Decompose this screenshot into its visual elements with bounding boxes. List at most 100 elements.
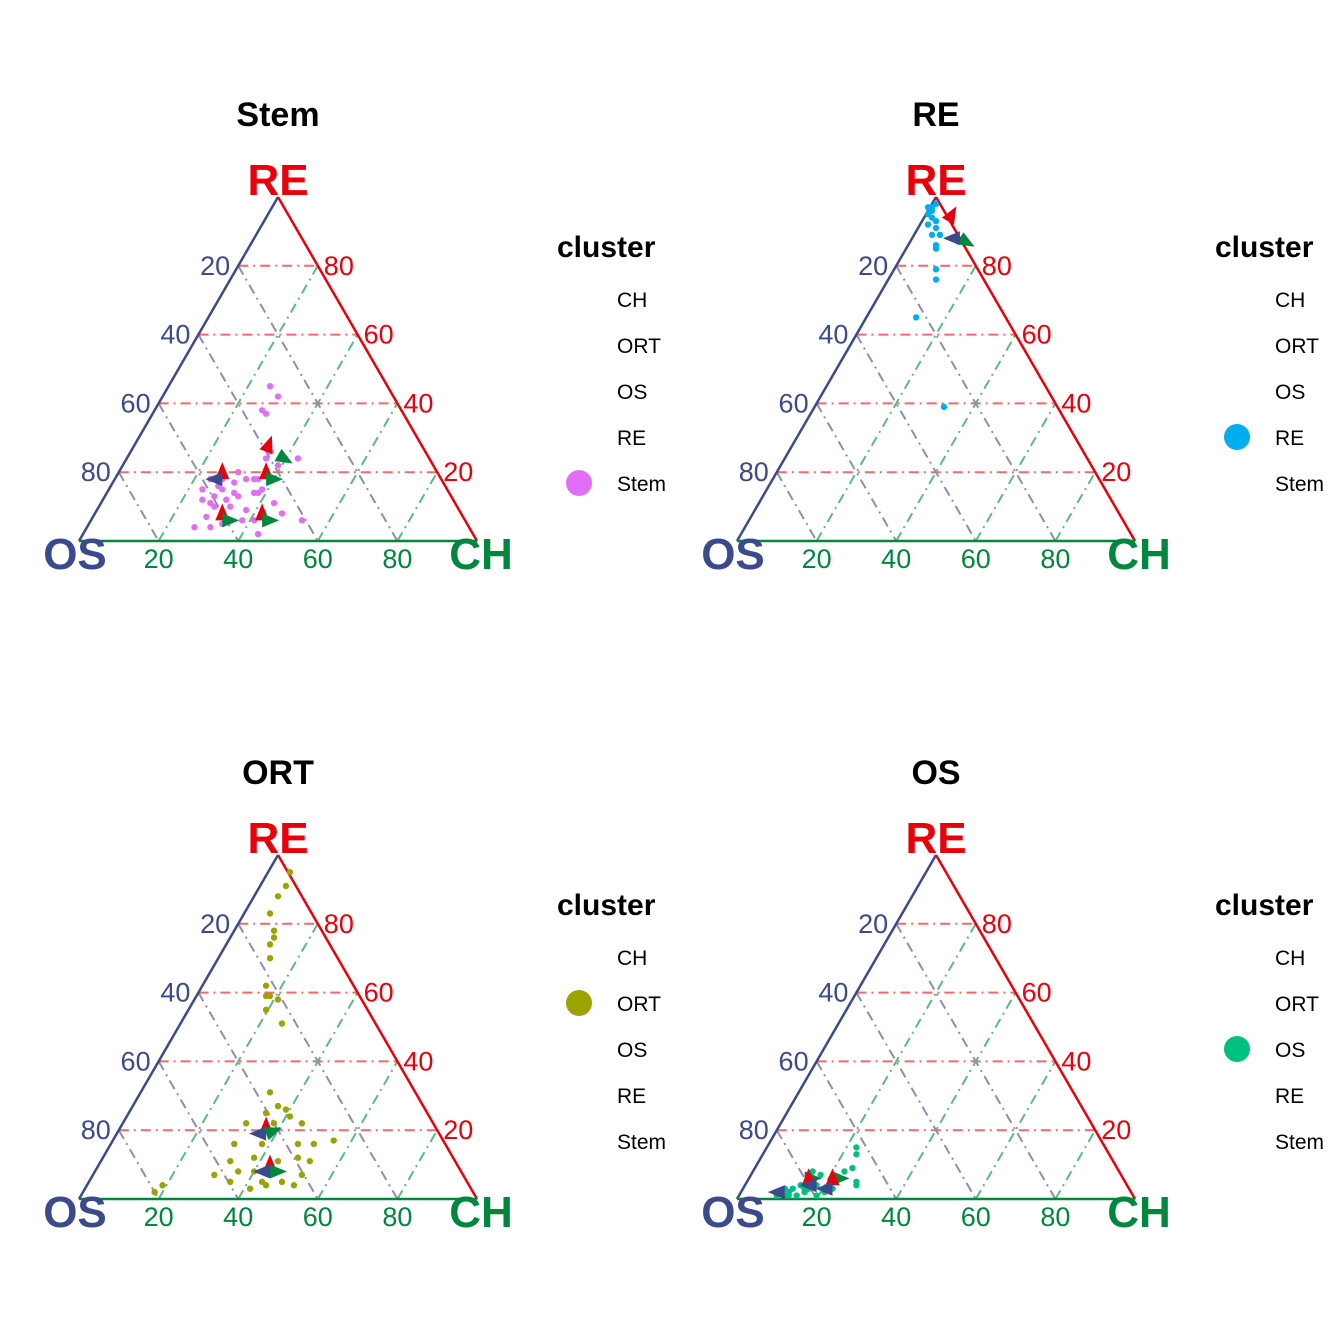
- legend-label: OS: [617, 1039, 647, 1062]
- os-grid-line: [775, 471, 818, 542]
- data-point: [912, 314, 920, 321]
- data-point: [924, 221, 932, 228]
- data-point: [813, 1192, 820, 1199]
- data-point: [274, 1157, 282, 1165]
- data-point: [853, 1151, 860, 1158]
- ch-tick-label: 20: [802, 1202, 832, 1232]
- ch-tick-label: 40: [881, 1202, 911, 1232]
- direction-marker: [825, 1168, 840, 1186]
- data-point: [274, 462, 282, 469]
- data-point: [211, 1171, 218, 1179]
- ch-tick-label: 40: [223, 544, 253, 574]
- re-tick-label: 20: [1101, 1115, 1131, 1145]
- legend-label: Stem: [617, 1131, 666, 1154]
- data-points: [773, 1144, 860, 1199]
- os-tick-label: 40: [818, 978, 848, 1008]
- data-point: [262, 1109, 270, 1117]
- data-point: [278, 510, 286, 517]
- os-tick-label: 20: [200, 909, 230, 939]
- data-point: [270, 499, 278, 507]
- grid-lines: [775, 922, 1097, 1200]
- legend-label: Stem: [1275, 473, 1324, 496]
- os-vertex-label: OS: [701, 1188, 765, 1237]
- direction-marker: [956, 232, 975, 247]
- data-point: [191, 524, 198, 531]
- direction-marker: [263, 1127, 282, 1141]
- os-grid-line: [815, 1060, 898, 1200]
- data-point: [231, 479, 238, 486]
- panel-title: ORT: [242, 754, 314, 792]
- data-point: [294, 455, 302, 462]
- data-points: [151, 869, 337, 1196]
- os-tick-label: 20: [858, 251, 888, 281]
- os-tick-label: 20: [858, 909, 888, 939]
- os-axis-edge: [735, 854, 938, 1200]
- grid-lines: [117, 922, 439, 1200]
- os-tick-label: 60: [779, 388, 809, 418]
- data-point: [278, 1178, 286, 1186]
- os-grid-line: [117, 1129, 160, 1200]
- legend-label: ORT: [1275, 335, 1319, 358]
- direction-marker: [767, 1185, 785, 1200]
- data-point: [270, 927, 278, 934]
- re-vertex-label: RE: [247, 814, 308, 863]
- ch-grid-line: [1054, 1129, 1097, 1200]
- os-vertex-label: OS: [43, 1188, 107, 1237]
- ch-grid-line: [237, 992, 359, 1200]
- data-point: [246, 1185, 254, 1192]
- os-tick-label: 60: [121, 388, 151, 418]
- data-point: [235, 1168, 242, 1175]
- data-point: [262, 982, 270, 989]
- os-tick-label: 80: [81, 1115, 111, 1145]
- ch-tick-label: 60: [961, 544, 991, 574]
- data-point: [266, 955, 274, 962]
- panel-title: RE: [912, 96, 959, 134]
- os-tick-label: 80: [81, 457, 111, 487]
- data-point: [282, 882, 290, 890]
- data-point: [853, 1144, 860, 1151]
- data-point: [270, 1120, 278, 1127]
- data-point: [270, 934, 278, 941]
- data-point: [785, 1192, 792, 1199]
- os-axis-edge: [735, 196, 938, 542]
- os-grid-line: [197, 992, 319, 1200]
- data-point: [789, 1185, 796, 1192]
- os-tick-label: 40: [818, 320, 848, 350]
- data-point: [936, 231, 944, 239]
- direction-markers: [249, 1116, 287, 1179]
- ch-vertex-label: CH: [449, 530, 513, 579]
- ch-vertex-label: CH: [1107, 1188, 1171, 1237]
- data-point: [310, 1140, 318, 1148]
- os-axis-edge: [77, 196, 280, 542]
- os-axis-edge: [77, 854, 280, 1200]
- data-point: [274, 1102, 282, 1110]
- data-point: [199, 496, 206, 503]
- data-point: [924, 204, 932, 211]
- legend: cluster CH ORT OS RE Stem: [557, 889, 666, 1154]
- re-axis-edge: [276, 854, 479, 1200]
- data-point: [282, 1106, 290, 1113]
- re-tick-label: 40: [1061, 1046, 1091, 1076]
- data-point: [298, 517, 306, 524]
- ch-grid-line: [396, 1129, 439, 1200]
- data-point: [223, 496, 230, 503]
- legend-label: RE: [1275, 1085, 1304, 1108]
- ch-grid-line: [1054, 471, 1097, 542]
- ch-tick-label: 80: [1040, 1202, 1070, 1232]
- os-vertex-label: OS: [43, 530, 107, 579]
- data-point: [242, 1120, 250, 1127]
- ch-tick-label: 60: [303, 1202, 333, 1232]
- legend-title: cluster: [1215, 231, 1314, 264]
- legend-label: OS: [617, 381, 647, 404]
- ternary-panel-os: OS 20 80 20 40 60 40 60 40 60 80 20 80 RE OS CH cluster C…: [701, 754, 1324, 1237]
- data-point: [274, 996, 282, 1003]
- data-point: [817, 1171, 824, 1179]
- data-point: [254, 475, 262, 483]
- direction-markers: [205, 435, 293, 528]
- data-point: [199, 486, 206, 493]
- direction-marker: [274, 448, 293, 464]
- legend-label: OS: [1275, 1039, 1305, 1062]
- legend-label: ORT: [1275, 993, 1319, 1016]
- re-tick-label: 20: [443, 1115, 473, 1145]
